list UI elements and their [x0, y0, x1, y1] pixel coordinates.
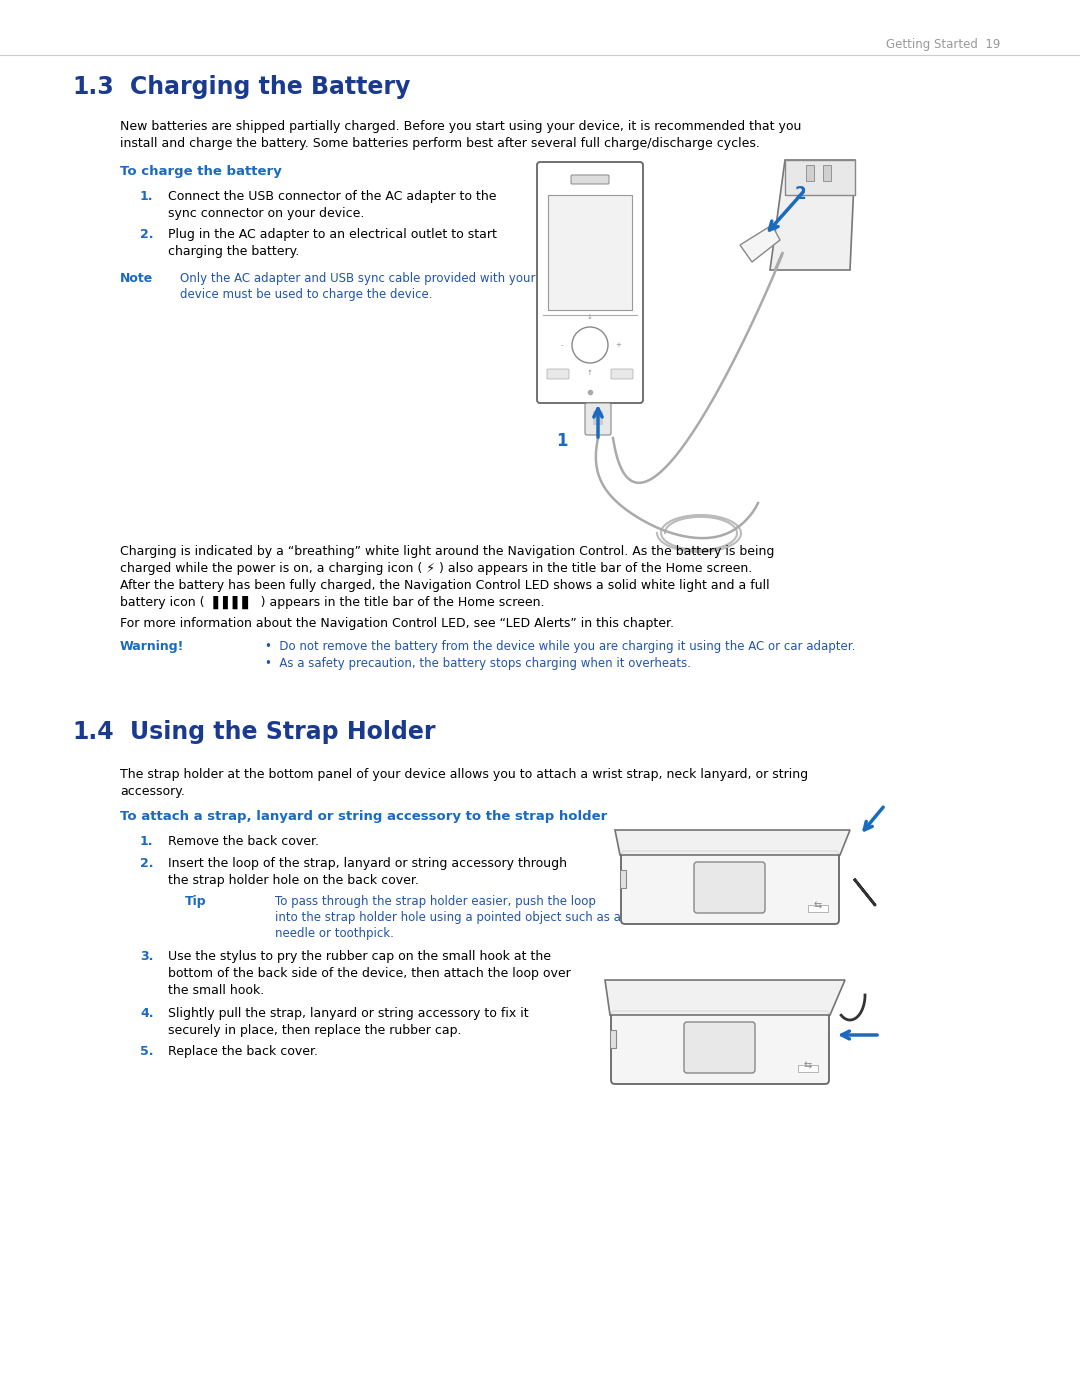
Bar [620, 870, 626, 888]
Text: New batteries are shipped partially charged. Before you start using your device,: New batteries are shipped partially char… [120, 120, 801, 133]
Text: ↓: ↓ [588, 314, 593, 320]
Text: Charging is indicated by a “breathing” white light around the Navigation Control: Charging is indicated by a “breathing” w… [120, 545, 774, 557]
Polygon shape [740, 225, 780, 263]
Polygon shape [785, 161, 855, 196]
Text: Only the AC adapter and USB sync cable provided with your: Only the AC adapter and USB sync cable p… [180, 272, 536, 285]
Text: install and charge the battery. Some batteries perform best after several full c: install and charge the battery. Some bat… [120, 137, 760, 149]
Text: charging the battery.: charging the battery. [168, 244, 299, 258]
Text: Replace the back cover.: Replace the back cover. [168, 1045, 318, 1058]
Text: 2.: 2. [140, 228, 153, 242]
Text: Connect the USB connector of the AC adapter to the: Connect the USB connector of the AC adap… [168, 190, 497, 203]
Text: To charge the battery: To charge the battery [120, 165, 282, 177]
FancyBboxPatch shape [546, 369, 569, 379]
Text: 3.: 3. [140, 950, 153, 963]
Polygon shape [770, 161, 855, 270]
Text: •  As a safety precaution, the battery stops charging when it overheats.: • As a safety precaution, the battery st… [265, 657, 691, 671]
Text: 2: 2 [795, 184, 807, 203]
Bar [610, 1030, 616, 1048]
Polygon shape [605, 981, 845, 1016]
Text: +: + [616, 342, 621, 348]
FancyBboxPatch shape [585, 402, 611, 434]
Text: 5.: 5. [140, 1045, 153, 1058]
Bar [823, 165, 831, 182]
Text: ↑: ↑ [588, 370, 593, 376]
Text: 1.3: 1.3 [72, 75, 113, 99]
Text: Note: Note [120, 272, 153, 285]
Text: Tip: Tip [185, 895, 206, 908]
Text: ⇆: ⇆ [804, 1060, 812, 1070]
FancyBboxPatch shape [621, 851, 839, 923]
Text: Plug in the AC adapter to an electrical outlet to start: Plug in the AC adapter to an electrical … [168, 228, 497, 242]
Bar [593, 411, 603, 425]
Text: ⇆: ⇆ [814, 900, 822, 909]
Text: 1: 1 [556, 432, 567, 450]
Text: After the battery has been fully charged, the Navigation Control LED shows a sol: After the battery has been fully charged… [120, 578, 770, 592]
Text: The strap holder at the bottom panel of your device allows you to attach a wrist: The strap holder at the bottom panel of … [120, 768, 808, 781]
FancyBboxPatch shape [571, 175, 609, 184]
FancyBboxPatch shape [611, 1011, 829, 1084]
Text: 2.: 2. [140, 856, 153, 870]
Text: Getting Started  19: Getting Started 19 [886, 38, 1000, 52]
FancyBboxPatch shape [694, 862, 765, 914]
Text: 1.4: 1.4 [72, 719, 113, 745]
Text: into the strap holder hole using a pointed object such as a: into the strap holder hole using a point… [275, 911, 621, 923]
Text: battery icon ( ▐▐▐▐▏ ) appears in the title bar of the Home screen.: battery icon ( ▐▐▐▐▏ ) appears in the ti… [120, 597, 544, 609]
FancyBboxPatch shape [611, 369, 633, 379]
Text: Using the Strap Holder: Using the Strap Holder [130, 719, 435, 745]
FancyBboxPatch shape [537, 162, 643, 402]
Text: sync connector on your device.: sync connector on your device. [168, 207, 364, 219]
Text: Insert the loop of the strap, lanyard or string accessory through: Insert the loop of the strap, lanyard or… [168, 856, 567, 870]
Text: -: - [561, 342, 564, 348]
Text: securely in place, then replace the rubber cap.: securely in place, then replace the rubb… [168, 1024, 461, 1037]
Bar [548, 196, 632, 310]
Text: charged while the power is on, a charging icon ( ⚡ ) also appears in the title b: charged while the power is on, a chargin… [120, 562, 753, 576]
Text: accessory.: accessory. [120, 785, 185, 798]
Polygon shape [615, 830, 850, 855]
FancyBboxPatch shape [684, 1023, 755, 1073]
Text: Charging the Battery: Charging the Battery [130, 75, 410, 99]
Text: the small hook.: the small hook. [168, 983, 265, 997]
Text: •  Do not remove the battery from the device while you are charging it using the: • Do not remove the battery from the dev… [265, 640, 855, 652]
Text: needle or toothpick.: needle or toothpick. [275, 928, 394, 940]
Text: For more information about the Navigation Control LED, see “LED Alerts” in this : For more information about the Navigatio… [120, 617, 674, 630]
Text: To pass through the strap holder easier, push the loop: To pass through the strap holder easier,… [275, 895, 596, 908]
Text: To attach a strap, lanyard or string accessory to the strap holder: To attach a strap, lanyard or string acc… [120, 810, 607, 823]
Text: 4.: 4. [140, 1007, 153, 1020]
Text: bottom of the back side of the device, then attach the loop over: bottom of the back side of the device, t… [168, 967, 570, 981]
Text: Warning!: Warning! [120, 640, 185, 652]
Bar [806, 165, 813, 182]
Text: the strap holder hole on the back cover.: the strap holder hole on the back cover. [168, 875, 419, 887]
Text: Use the stylus to pry the rubber cap on the small hook at the: Use the stylus to pry the rubber cap on … [168, 950, 551, 963]
Text: Remove the back cover.: Remove the back cover. [168, 835, 319, 848]
Text: 1.: 1. [140, 835, 153, 848]
Bar [798, 1065, 818, 1071]
Bar [808, 905, 828, 912]
Text: 1.: 1. [140, 190, 153, 203]
Text: device must be used to charge the device.: device must be used to charge the device… [180, 288, 432, 300]
Text: Slightly pull the strap, lanyard or string accessory to fix it: Slightly pull the strap, lanyard or stri… [168, 1007, 528, 1020]
